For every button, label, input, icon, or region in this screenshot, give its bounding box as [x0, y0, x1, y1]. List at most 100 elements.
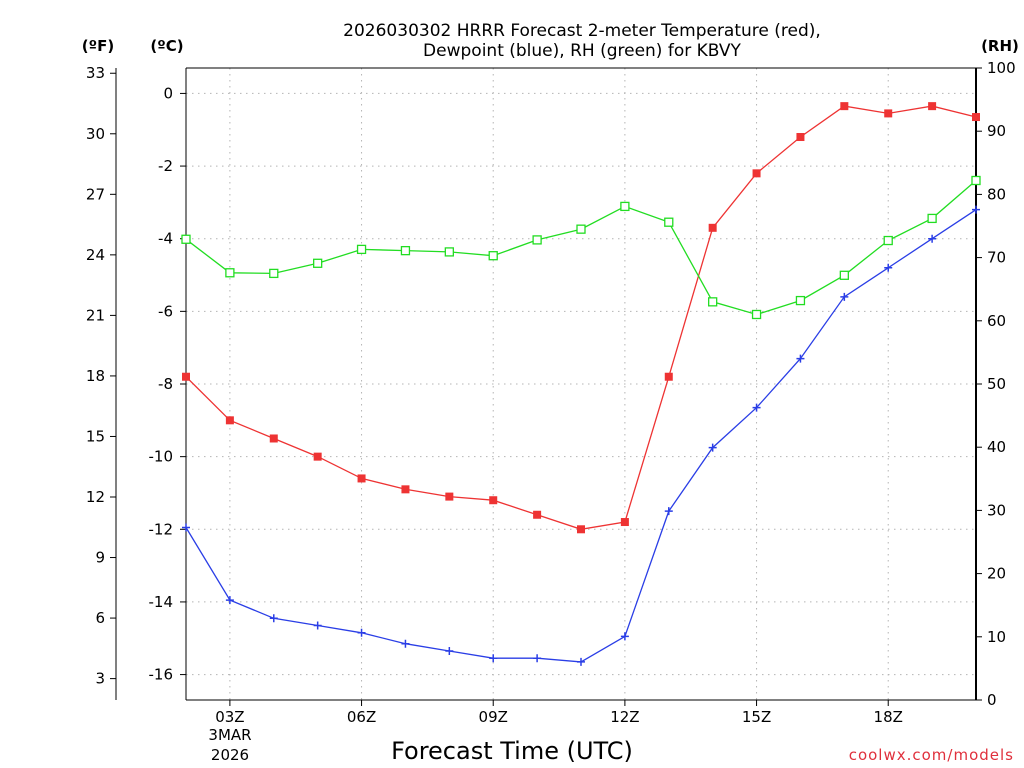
- rh-point: [444, 247, 454, 257]
- x-tick-label: 15Z: [742, 708, 771, 726]
- temperature-point: [884, 109, 893, 118]
- temperature-point: [928, 102, 937, 111]
- temperature-point: [577, 525, 585, 534]
- x-tick-label: 18Z: [874, 708, 903, 726]
- rh-point: [269, 268, 279, 279]
- rh-tick-label: 70: [987, 249, 1006, 267]
- dewpoint-point: [313, 621, 322, 630]
- fahrenheit-tick-label: 12: [86, 488, 105, 506]
- dewpoint-point: [620, 632, 629, 641]
- temperature-point: [664, 372, 673, 381]
- dewpoint-point: [533, 654, 542, 663]
- dewpoint-point: [489, 654, 498, 663]
- rh-point: [400, 245, 411, 256]
- fahrenheit-tick-label: 18: [86, 367, 105, 385]
- dewpoint-point: [928, 234, 937, 243]
- dewpoint-point: [225, 596, 234, 605]
- fahrenheit-unit-label: (ºF): [82, 37, 114, 55]
- temperature-point: [796, 133, 805, 142]
- celsius-tick-label: -4: [158, 230, 173, 248]
- dewpoint-point: [708, 443, 717, 452]
- dewpoint-point: [269, 614, 278, 623]
- rh-tick-label: 90: [987, 122, 1006, 140]
- fahrenheit-tick-label: 33: [86, 64, 105, 82]
- temperature-point: [972, 113, 980, 122]
- celsius-tick-label: -2: [158, 157, 173, 175]
- temperature-point: [225, 416, 234, 425]
- x-tick-label: 06Z: [347, 708, 376, 726]
- fahrenheit-tick-label: 3: [95, 670, 105, 688]
- gridlines: [186, 68, 976, 700]
- rh-tick-label: 30: [987, 501, 1006, 519]
- fahrenheit-tick-label: 9: [95, 549, 105, 567]
- celsius-tick-label: -12: [149, 520, 174, 538]
- rh-tick-label: 20: [987, 565, 1006, 583]
- rh-tick-label: 10: [987, 628, 1006, 646]
- rh-point: [532, 235, 542, 245]
- rh-point: [576, 224, 586, 234]
- rh-line: [185, 180, 977, 316]
- rh-point: [313, 258, 323, 268]
- x-tick-label: 03Z: [215, 708, 244, 726]
- celsius-tick-label: -6: [158, 302, 173, 320]
- rh-tick-label: 60: [987, 312, 1006, 330]
- dewpoint-point: [972, 205, 980, 214]
- dewpoint-point: [840, 292, 849, 301]
- rh-tick-label: 50: [987, 375, 1006, 393]
- fahrenheit-tick-label: 21: [86, 306, 105, 324]
- temperature-line: [185, 105, 977, 530]
- x-axis-title: Forecast Time (UTC): [391, 737, 633, 765]
- temperature-point: [708, 223, 717, 232]
- series-layer: [181, 102, 981, 666]
- rh-point: [971, 175, 981, 186]
- x-tick-label: 09Z: [479, 708, 508, 726]
- celsius-tick-label: -14: [149, 593, 174, 611]
- fahrenheit-tick-label: 27: [86, 185, 105, 203]
- temperature-point: [313, 452, 322, 461]
- dewpoint-point: [182, 523, 190, 532]
- fahrenheit-tick-label: 6: [95, 609, 105, 627]
- dewpoint-point: [401, 639, 410, 648]
- temperature-point: [620, 518, 629, 527]
- fahrenheit-tick-label: 30: [86, 125, 105, 143]
- dewpoint-point: [445, 646, 454, 655]
- rh-point: [488, 251, 498, 261]
- credit-text: coolwx.com/models: [849, 746, 1014, 764]
- celsius-tick-label: -16: [149, 666, 174, 684]
- temperature-point: [533, 510, 542, 519]
- rh-point: [225, 268, 235, 278]
- fahrenheit-tick-label: 15: [86, 427, 105, 445]
- rh-point: [356, 244, 367, 255]
- temperature-point: [182, 372, 190, 381]
- temperature-point: [401, 485, 410, 494]
- rh-tick-label: 40: [987, 438, 1006, 456]
- chart-title-line-2: Dewpoint (blue), RH (green) for KBVY: [423, 41, 741, 61]
- temperature-point: [445, 492, 454, 501]
- rh-point: [664, 217, 674, 227]
- dewpoint-point: [357, 628, 366, 637]
- dewpoint-point: [577, 657, 585, 666]
- celsius-tick-label: -10: [149, 448, 174, 466]
- temperature-point: [269, 434, 278, 443]
- rh-point: [181, 234, 191, 244]
- rh-point: [883, 235, 893, 246]
- axes: 03Z 06Z 09Z 12Z 15Z 18Z 0 -2 -4 -6 -8 -10 -12 -14 -16 3…: [86, 59, 1016, 726]
- date-label-day: 3MAR: [208, 726, 251, 744]
- dewpoint-point: [752, 403, 761, 412]
- celsius-tick-label: 0: [163, 84, 173, 102]
- rh-tick-label: 0: [987, 691, 997, 709]
- celsius-tick-label: -8: [158, 375, 173, 393]
- chart-title-line-1: 2026030302 HRRR Forecast 2-meter Tempera…: [343, 21, 821, 41]
- rh-point: [620, 201, 630, 212]
- fahrenheit-tick-label: 24: [86, 246, 105, 264]
- celsius-unit-label: (ºC): [150, 37, 183, 55]
- dewpoint-line: [185, 209, 977, 663]
- rh-point: [795, 295, 806, 306]
- rh-tick-label: 80: [987, 185, 1006, 203]
- rh-point: [708, 297, 718, 307]
- temperature-point: [752, 169, 761, 178]
- rh-point: [927, 213, 937, 224]
- x-tick-label: 12Z: [610, 708, 639, 726]
- dewpoint-point: [884, 263, 893, 272]
